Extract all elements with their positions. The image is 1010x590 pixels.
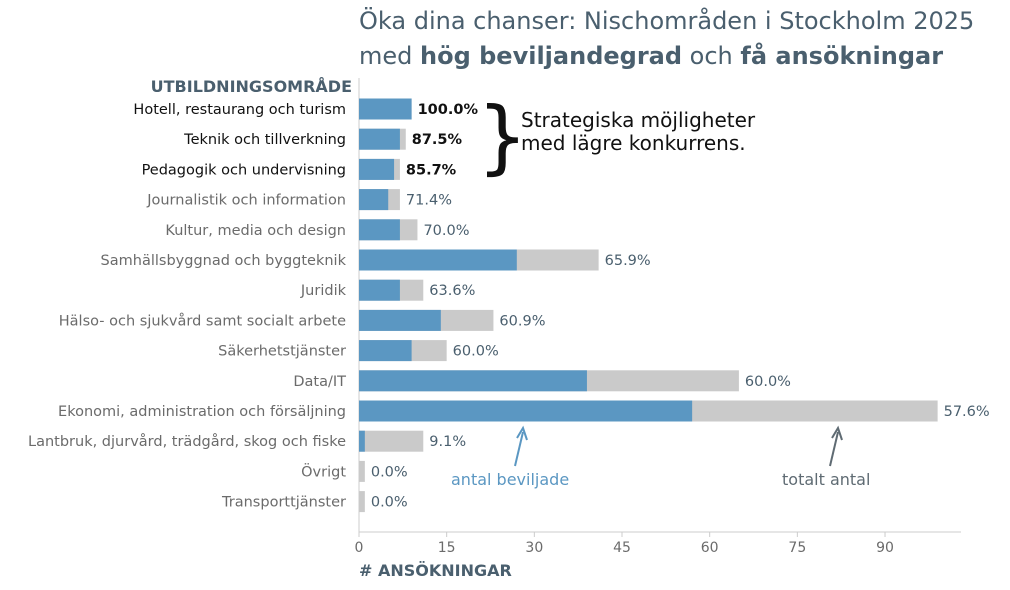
value-label-6: 63.6%	[429, 283, 475, 299]
bar-approved-10	[359, 400, 693, 422]
arrow-approved-head-icon	[516, 425, 528, 441]
value-label-2: 85.7%	[406, 162, 457, 178]
bar-total-11	[359, 430, 424, 452]
category-label-0: Hotell, restaurang och turism	[133, 102, 346, 118]
bar-total-12	[359, 460, 365, 482]
brace-icon: }	[477, 90, 528, 183]
value-label-9: 60.0%	[745, 374, 791, 390]
annotation-total: totalt antal	[782, 470, 870, 489]
title-part-bold2: få ansökningar	[740, 41, 943, 70]
arrow-total-head-icon	[831, 425, 843, 441]
x-axis-title: # ANSÖKNINGAR	[359, 561, 512, 580]
category-label-8: Säkerhetstjänster	[218, 344, 346, 360]
value-label-5: 65.9%	[605, 253, 651, 269]
title-part-pre: med	[359, 42, 420, 70]
category-label-11: Lantbruk, djurvård, trädgård, skog och f…	[28, 433, 346, 450]
bar-approved-7	[359, 309, 441, 331]
bar-approved-5	[359, 249, 517, 271]
value-labels-group: 100.0% 87.5% 85.7% 71.4% 70.0% 65.9% 63.6% 60.9…	[371, 102, 990, 511]
bar-approved-6	[359, 279, 400, 301]
value-label-13: 0.0%	[371, 495, 408, 511]
value-label-7: 60.9%	[499, 313, 545, 329]
category-label-13: Transporttjänster	[221, 495, 346, 511]
value-label-0: 100.0%	[418, 102, 479, 118]
x-tick-label-4: 60	[701, 540, 719, 556]
chart-title-line2: med hög beviljandegrad och få ansökninga…	[359, 41, 943, 70]
annotation-approved: antal beviljade	[451, 470, 569, 489]
category-label-2: Pedagogik och undervisning	[142, 162, 346, 178]
category-label-1: Teknik och tillverkning	[183, 132, 346, 148]
callout-line2: med lägre konkurrens.	[521, 131, 746, 155]
bar-approved-4	[359, 219, 400, 241]
callout-line1: Strategiska möjligheter	[521, 108, 756, 132]
x-ticks-group: 0 15 30 45 60 75 90	[355, 532, 894, 556]
bar-approved-3	[359, 189, 389, 211]
chart-title-line1: Öka dina chanser: Nischområden i Stockho…	[359, 6, 974, 35]
title-part-mid: och	[682, 42, 740, 70]
x-tick-label-5: 75	[788, 540, 806, 556]
arrow-approved-line	[514, 431, 524, 467]
value-label-8: 60.0%	[453, 344, 499, 360]
x-tick-label-3: 45	[613, 540, 631, 556]
bar-approved-8	[359, 340, 412, 362]
y-axis-title: UTBILDNINGSOMRÅDE	[151, 77, 352, 96]
category-label-9: Data/IT	[293, 374, 346, 390]
bar-approved-1	[359, 128, 400, 150]
value-label-12: 0.0%	[371, 464, 408, 480]
arrow-total-line	[829, 431, 839, 467]
value-label-4: 70.0%	[423, 223, 469, 239]
x-tick-label-2: 30	[525, 540, 543, 556]
value-label-1: 87.5%	[412, 132, 463, 148]
x-tick-label-6: 90	[876, 540, 894, 556]
x-tick-label-1: 15	[438, 540, 456, 556]
bars-group	[359, 98, 938, 513]
bar-approved-2	[359, 158, 395, 180]
category-label-10: Ekonomi, administration och försäljning	[58, 404, 346, 420]
category-label-7: Hälso- och sjukvård samt socialt arbete	[59, 312, 346, 329]
bar-approved-0	[359, 98, 412, 120]
category-label-3: Journalistik och information	[146, 193, 346, 209]
bar-approved-11	[359, 430, 365, 452]
title-part-bold1: hög beviljandegrad	[420, 42, 682, 70]
x-tick-label-0: 0	[355, 540, 364, 556]
category-label-12: Övrigt	[301, 462, 346, 480]
category-label-6: Juridik	[300, 283, 347, 299]
bar-approved-9	[359, 370, 587, 392]
value-label-11: 9.1%	[429, 434, 466, 450]
bar-total-13	[359, 491, 365, 513]
category-labels-group: Hotell, restaurang och turism Teknik och …	[28, 102, 347, 511]
value-label-3: 71.4%	[406, 193, 452, 209]
category-label-5: Samhällsbyggnad och byggteknik	[101, 253, 347, 269]
category-label-4: Kultur, media och design	[165, 223, 346, 239]
value-label-10: 57.6%	[944, 404, 990, 420]
